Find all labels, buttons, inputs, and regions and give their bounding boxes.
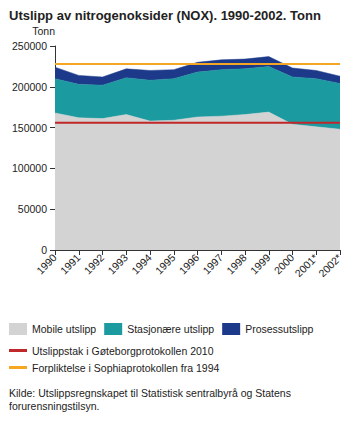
svg-text:150000: 150000 <box>12 122 47 134</box>
svg-text:1997: 1997 <box>201 252 225 276</box>
svg-text:1995: 1995 <box>153 252 177 276</box>
svg-text:1996: 1996 <box>177 252 201 276</box>
svg-text:200000: 200000 <box>12 81 47 93</box>
svg-text:forurensningstilsyn.: forurensningstilsyn. <box>9 400 99 412</box>
svg-text:2002*: 2002* <box>317 252 344 279</box>
svg-text:2001*: 2001* <box>293 252 320 279</box>
svg-text:100000: 100000 <box>12 162 47 174</box>
svg-text:0: 0 <box>41 244 47 256</box>
svg-text:1992: 1992 <box>82 252 106 276</box>
svg-text:1990: 1990 <box>35 252 59 276</box>
svg-text:Tonn: Tonn <box>32 25 55 37</box>
svg-text:Mobile utslipp: Mobile utslipp <box>32 323 96 335</box>
svg-text:50000: 50000 <box>18 203 47 215</box>
svg-text:250000: 250000 <box>12 40 47 52</box>
svg-text:1998: 1998 <box>225 252 249 276</box>
svg-text:Utslipp av nitrogenoksider (NO: Utslipp av nitrogenoksider (NOX). 1990-2… <box>9 8 321 23</box>
svg-text:2000: 2000 <box>272 252 297 277</box>
svg-text:Utslippstak i Gøteborgprotokol: Utslippstak i Gøteborgprotokollen 2010 <box>32 345 214 357</box>
svg-text:1994: 1994 <box>130 252 154 276</box>
svg-text:1991: 1991 <box>58 252 82 276</box>
svg-text:1993: 1993 <box>106 252 130 276</box>
svg-text:Forpliktelse i Sophiaprotokoll: Forpliktelse i Sophiaprotokollen fra 199… <box>32 362 220 374</box>
svg-text:Stasjonære utslipp: Stasjonære utslipp <box>127 323 214 335</box>
svg-text:Prosessutslipp: Prosessutslipp <box>245 323 313 335</box>
svg-text:Kilde: Utslippsregnskapet til: Kilde: Utslippsregnskapet til Statistisk… <box>9 387 294 399</box>
svg-text:1999: 1999 <box>248 252 272 276</box>
